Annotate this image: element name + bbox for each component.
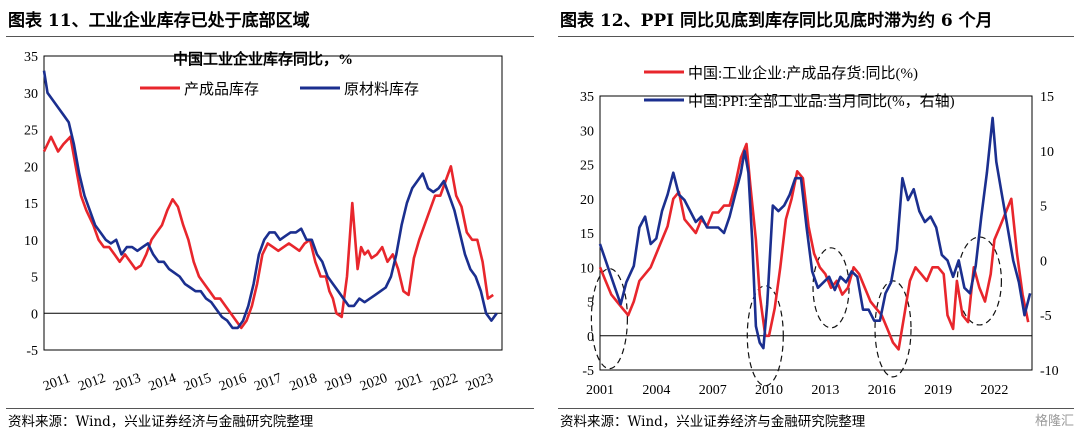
source-divider bbox=[6, 408, 534, 409]
left-y-tick-label: 25 bbox=[580, 159, 594, 174]
chart-title: 中国工业企业库存同比，% bbox=[173, 50, 353, 68]
x-tick-label: 2019 bbox=[924, 383, 952, 398]
x-tick-label: 2016 bbox=[868, 383, 896, 398]
legend-label: 原材料库存 bbox=[344, 81, 419, 98]
y-tick-label: 25 bbox=[24, 124, 38, 139]
watermark-logo: 格隆汇 bbox=[1034, 414, 1074, 429]
title-divider bbox=[558, 36, 1074, 37]
x-tick-label: 2011 bbox=[41, 371, 72, 394]
x-tick-label: 2001 bbox=[586, 383, 614, 398]
y-tick-label: 15 bbox=[24, 197, 38, 212]
right-y-tick-label: -10 bbox=[1040, 364, 1059, 379]
right-chart-panel: 图表 12、PPI 同比见底到库存同比见底时滞为约 6 个月 -5 0 5 10 15 2… bbox=[552, 0, 1080, 434]
x-tick-label: 2019 bbox=[323, 371, 354, 395]
trough-highlight-ellipse bbox=[746, 285, 784, 387]
x-tick-label: 2010 bbox=[755, 383, 783, 398]
right-y-tick-label: -5 bbox=[1040, 309, 1052, 324]
x-tick-label: 2004 bbox=[642, 383, 670, 398]
series-line bbox=[598, 142, 1030, 351]
x-tick-label: 2016 bbox=[217, 371, 248, 395]
right-y-tick-label: 5 bbox=[1040, 200, 1047, 215]
source-note: 资料来源：Wind，兴业证券经济与金融研究院整理 bbox=[560, 414, 866, 430]
trough-highlight-ellipse bbox=[590, 268, 628, 370]
x-tick-label: 2022 bbox=[429, 371, 460, 395]
legend-label: 中国:PPI:全部工业品:当月同比(%，右轴) bbox=[688, 92, 955, 110]
left-y-tick-label: 30 bbox=[580, 124, 594, 139]
series-line bbox=[42, 70, 498, 330]
source-note: 资料来源：Wind，兴业证券经济与金融研究院整理 bbox=[8, 414, 314, 430]
x-tick-label: 2023 bbox=[464, 371, 495, 395]
title-divider bbox=[6, 36, 534, 37]
plot-frame bbox=[43, 55, 503, 351]
right-y-tick-label: 0 bbox=[1040, 254, 1047, 269]
y-tick-label: 0 bbox=[31, 307, 38, 322]
chart-svg: -5 0 5 10 15 20 25 30 35 2011 2012 2013 2014 2015 2016… bbox=[24, 50, 503, 395]
left-y-tick-label: 0 bbox=[587, 330, 594, 345]
left-y-tick-label: -5 bbox=[582, 364, 594, 379]
figure-title: 图表 12、PPI 同比见底到库存同比见底时滞为约 6 个月 bbox=[560, 11, 993, 31]
chart-svg: -5 0 5 10 15 20 25 30 35 -10 -5 0 5 10 15 2001 2004 2007 2… bbox=[580, 64, 1059, 398]
source-divider bbox=[558, 408, 1074, 409]
x-tick-label: 2012 bbox=[76, 371, 107, 395]
y-tick-label: -5 bbox=[26, 344, 38, 359]
left-y-tick-label: 15 bbox=[580, 227, 594, 242]
y-tick-label: 30 bbox=[24, 87, 38, 102]
x-tick-label: 2013 bbox=[112, 371, 143, 395]
y-tick-label: 35 bbox=[24, 50, 38, 65]
series-line bbox=[598, 116, 1032, 350]
legend-label: 中国:工业企业:产成品存货:同比(%) bbox=[688, 64, 918, 82]
trough-highlight-ellipse bbox=[874, 280, 912, 378]
x-tick-label: 2017 bbox=[252, 371, 283, 395]
left-y-tick-label: 35 bbox=[580, 90, 594, 105]
plot-frame bbox=[599, 95, 1033, 371]
x-tick-label: 2014 bbox=[147, 371, 178, 395]
x-tick-label: 2007 bbox=[699, 383, 727, 398]
left-chart-panel: 图表 11、工业企业库存已处于底部区域 -5 0 5 10 15 20 25 30 35 2011… bbox=[6, 11, 534, 430]
x-tick-label: 2021 bbox=[393, 371, 424, 395]
right-y-tick-label: 15 bbox=[1040, 90, 1054, 105]
x-tick-label: 2013 bbox=[811, 383, 839, 398]
y-tick-label: 20 bbox=[24, 160, 38, 175]
left-y-tick-label: 10 bbox=[580, 261, 594, 276]
y-tick-label: 5 bbox=[31, 271, 38, 286]
x-tick-label: 2020 bbox=[358, 371, 389, 395]
left-y-tick-label: 20 bbox=[580, 193, 594, 208]
x-tick-label: 2018 bbox=[288, 371, 319, 395]
left-y-tick-label: 5 bbox=[587, 296, 594, 311]
x-tick-label: 2015 bbox=[182, 371, 213, 395]
x-tick-label: 2022 bbox=[980, 383, 1008, 398]
trough-highlight-ellipse bbox=[956, 236, 1003, 326]
legend-label: 产成品库存 bbox=[184, 81, 259, 98]
series-line bbox=[42, 135, 494, 330]
figure-title: 图表 11、工业企业库存已处于底部区域 bbox=[8, 11, 310, 31]
y-tick-label: 10 bbox=[24, 234, 38, 249]
right-y-tick-label: 10 bbox=[1040, 145, 1054, 160]
